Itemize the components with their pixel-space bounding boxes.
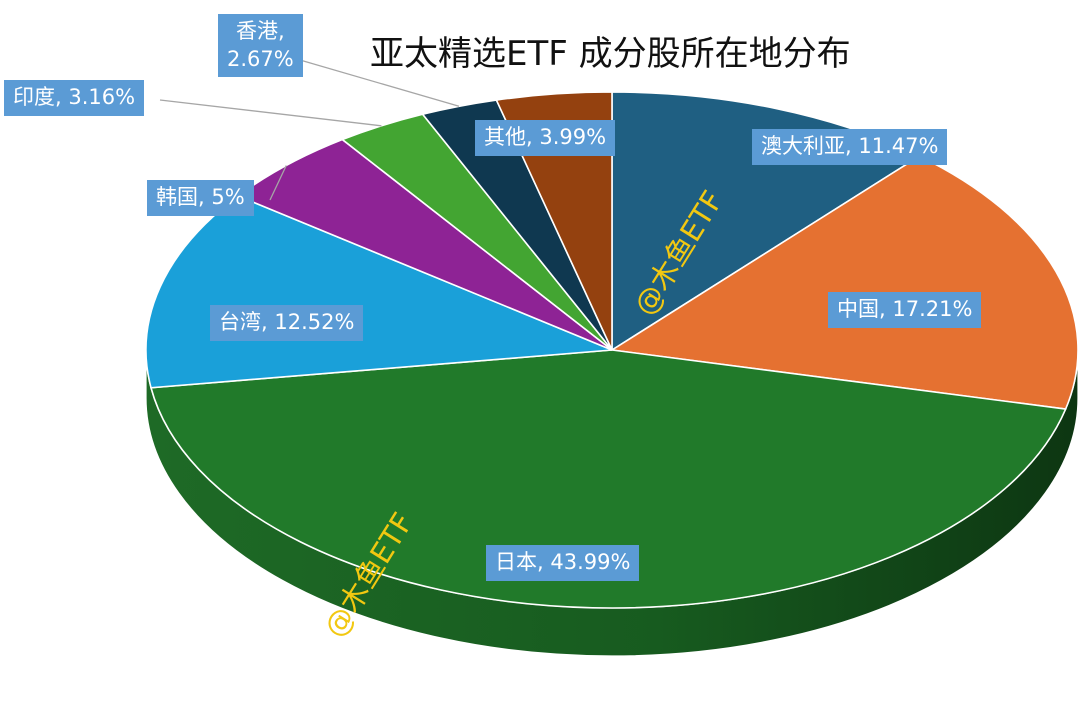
leader-lines (159, 59, 460, 201)
leader-line-5 (159, 99, 382, 127)
slice-label-japan: 日本, 43.99% (486, 545, 640, 581)
slice-label-australia: 澳大利亚, 11.47% (752, 129, 948, 165)
leader-line-4 (269, 165, 287, 201)
slice-label-hongkong: 香港, 2.67% (218, 14, 303, 78)
leader-line-6 (299, 59, 460, 107)
slice-label-india: 印度, 3.16% (4, 80, 145, 116)
slice-label-taiwan: 台湾, 12.52% (210, 305, 364, 341)
slice-label-korea: 韩国, 5% (147, 180, 254, 216)
pie-slices (145, 91, 1079, 609)
chart-title: 亚太精选ETF 成分股所在地分布 (370, 34, 851, 74)
slice-label-china: 中国, 17.21% (828, 292, 982, 328)
pie-slice-1 (609, 155, 1079, 410)
pie-slice-7 (495, 91, 613, 351)
slice-label-other: 其他, 3.99% (475, 120, 616, 156)
pie-slice-2 (149, 349, 1067, 609)
